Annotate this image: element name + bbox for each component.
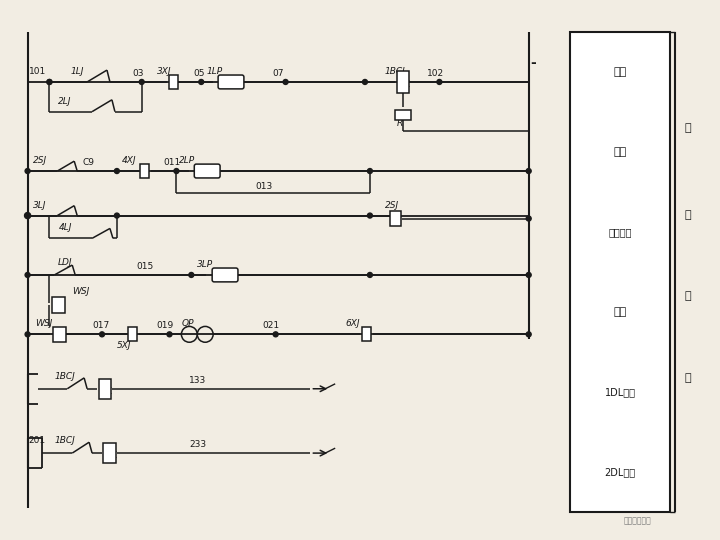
Text: -: - (531, 56, 536, 70)
Bar (169, 75, 178, 89)
Bar (140, 164, 149, 178)
Circle shape (25, 273, 30, 278)
Text: 2SJ: 2SJ (384, 201, 399, 210)
Text: 05: 05 (193, 69, 204, 78)
Text: 1BCJ: 1BCJ (384, 67, 405, 76)
Text: WSJ: WSJ (72, 287, 89, 296)
Text: 2LP: 2LP (179, 156, 196, 165)
Circle shape (25, 213, 30, 218)
Text: 201: 201 (29, 436, 45, 445)
Circle shape (139, 79, 144, 84)
Text: 233: 233 (189, 440, 207, 449)
Text: WSJ: WSJ (35, 320, 53, 328)
Text: 3XJ: 3XJ (156, 67, 171, 76)
Bar (53, 327, 66, 342)
Text: 2LJ: 2LJ (58, 97, 72, 106)
Circle shape (437, 79, 442, 84)
Text: 019: 019 (156, 321, 174, 330)
Text: 017: 017 (92, 321, 109, 330)
Circle shape (526, 273, 531, 278)
Text: 速断: 速断 (613, 68, 626, 77)
Bar (395, 110, 410, 119)
Bar (99, 379, 112, 399)
Circle shape (25, 332, 30, 337)
Text: 零序过流: 零序过流 (608, 227, 631, 238)
Text: 2DL跳闸: 2DL跳闸 (604, 468, 636, 477)
Text: 瓦斯: 瓦斯 (613, 307, 626, 318)
Circle shape (189, 273, 194, 278)
Text: 4XJ: 4XJ (122, 156, 136, 165)
Text: C9: C9 (82, 158, 94, 167)
FancyBboxPatch shape (218, 75, 244, 89)
Circle shape (273, 332, 278, 337)
Bar (397, 71, 409, 93)
Text: 07: 07 (273, 69, 284, 78)
Circle shape (367, 168, 372, 173)
Circle shape (367, 273, 372, 278)
Text: 回: 回 (684, 292, 690, 301)
FancyBboxPatch shape (212, 268, 238, 282)
Text: R: R (397, 118, 403, 127)
Circle shape (174, 168, 179, 173)
Circle shape (199, 79, 204, 84)
Text: 1LJ: 1LJ (71, 67, 84, 76)
Text: 015: 015 (137, 262, 154, 271)
Circle shape (526, 332, 531, 337)
Text: LDJ: LDJ (58, 258, 72, 267)
Bar (390, 211, 401, 226)
Circle shape (367, 213, 372, 218)
Circle shape (526, 216, 531, 221)
Text: 保: 保 (684, 124, 690, 133)
Text: 133: 133 (189, 376, 207, 385)
Bar (52, 296, 65, 313)
Circle shape (526, 168, 531, 173)
Bar (362, 327, 372, 341)
Bar (104, 443, 117, 463)
Circle shape (47, 79, 52, 84)
Text: 2SJ: 2SJ (32, 156, 47, 165)
Text: 013: 013 (256, 182, 273, 191)
Text: 011: 011 (163, 158, 181, 167)
Text: 过流: 过流 (613, 147, 626, 158)
Text: 102: 102 (426, 69, 444, 78)
Circle shape (167, 332, 172, 337)
Text: 1LP: 1LP (206, 67, 222, 76)
Bar (128, 327, 138, 341)
Text: 3LJ: 3LJ (32, 201, 46, 210)
Circle shape (25, 168, 30, 173)
Text: 6XJ: 6XJ (345, 320, 359, 328)
Circle shape (362, 79, 367, 84)
Text: 4LJ: 4LJ (58, 224, 72, 232)
Circle shape (99, 332, 104, 337)
Text: 1BCJ: 1BCJ (55, 436, 75, 445)
Text: 03: 03 (132, 69, 144, 78)
FancyBboxPatch shape (194, 164, 220, 178)
Text: 021: 021 (263, 321, 280, 330)
Circle shape (114, 213, 120, 218)
Text: 101: 101 (29, 67, 46, 76)
Text: 1DL跳闸: 1DL跳闸 (605, 388, 636, 397)
Text: QP: QP (181, 320, 194, 328)
Text: 护: 护 (684, 210, 690, 220)
Text: 1BCJ: 1BCJ (55, 372, 75, 381)
Text: 5XJ: 5XJ (117, 341, 131, 350)
Circle shape (114, 168, 120, 173)
Circle shape (47, 79, 52, 84)
Text: 路: 路 (684, 373, 690, 383)
Circle shape (283, 79, 288, 84)
Text: 3LP: 3LP (197, 260, 213, 269)
Text: 电力知识课堂: 电力知识课堂 (624, 516, 652, 525)
Bar (570, 32, 670, 512)
